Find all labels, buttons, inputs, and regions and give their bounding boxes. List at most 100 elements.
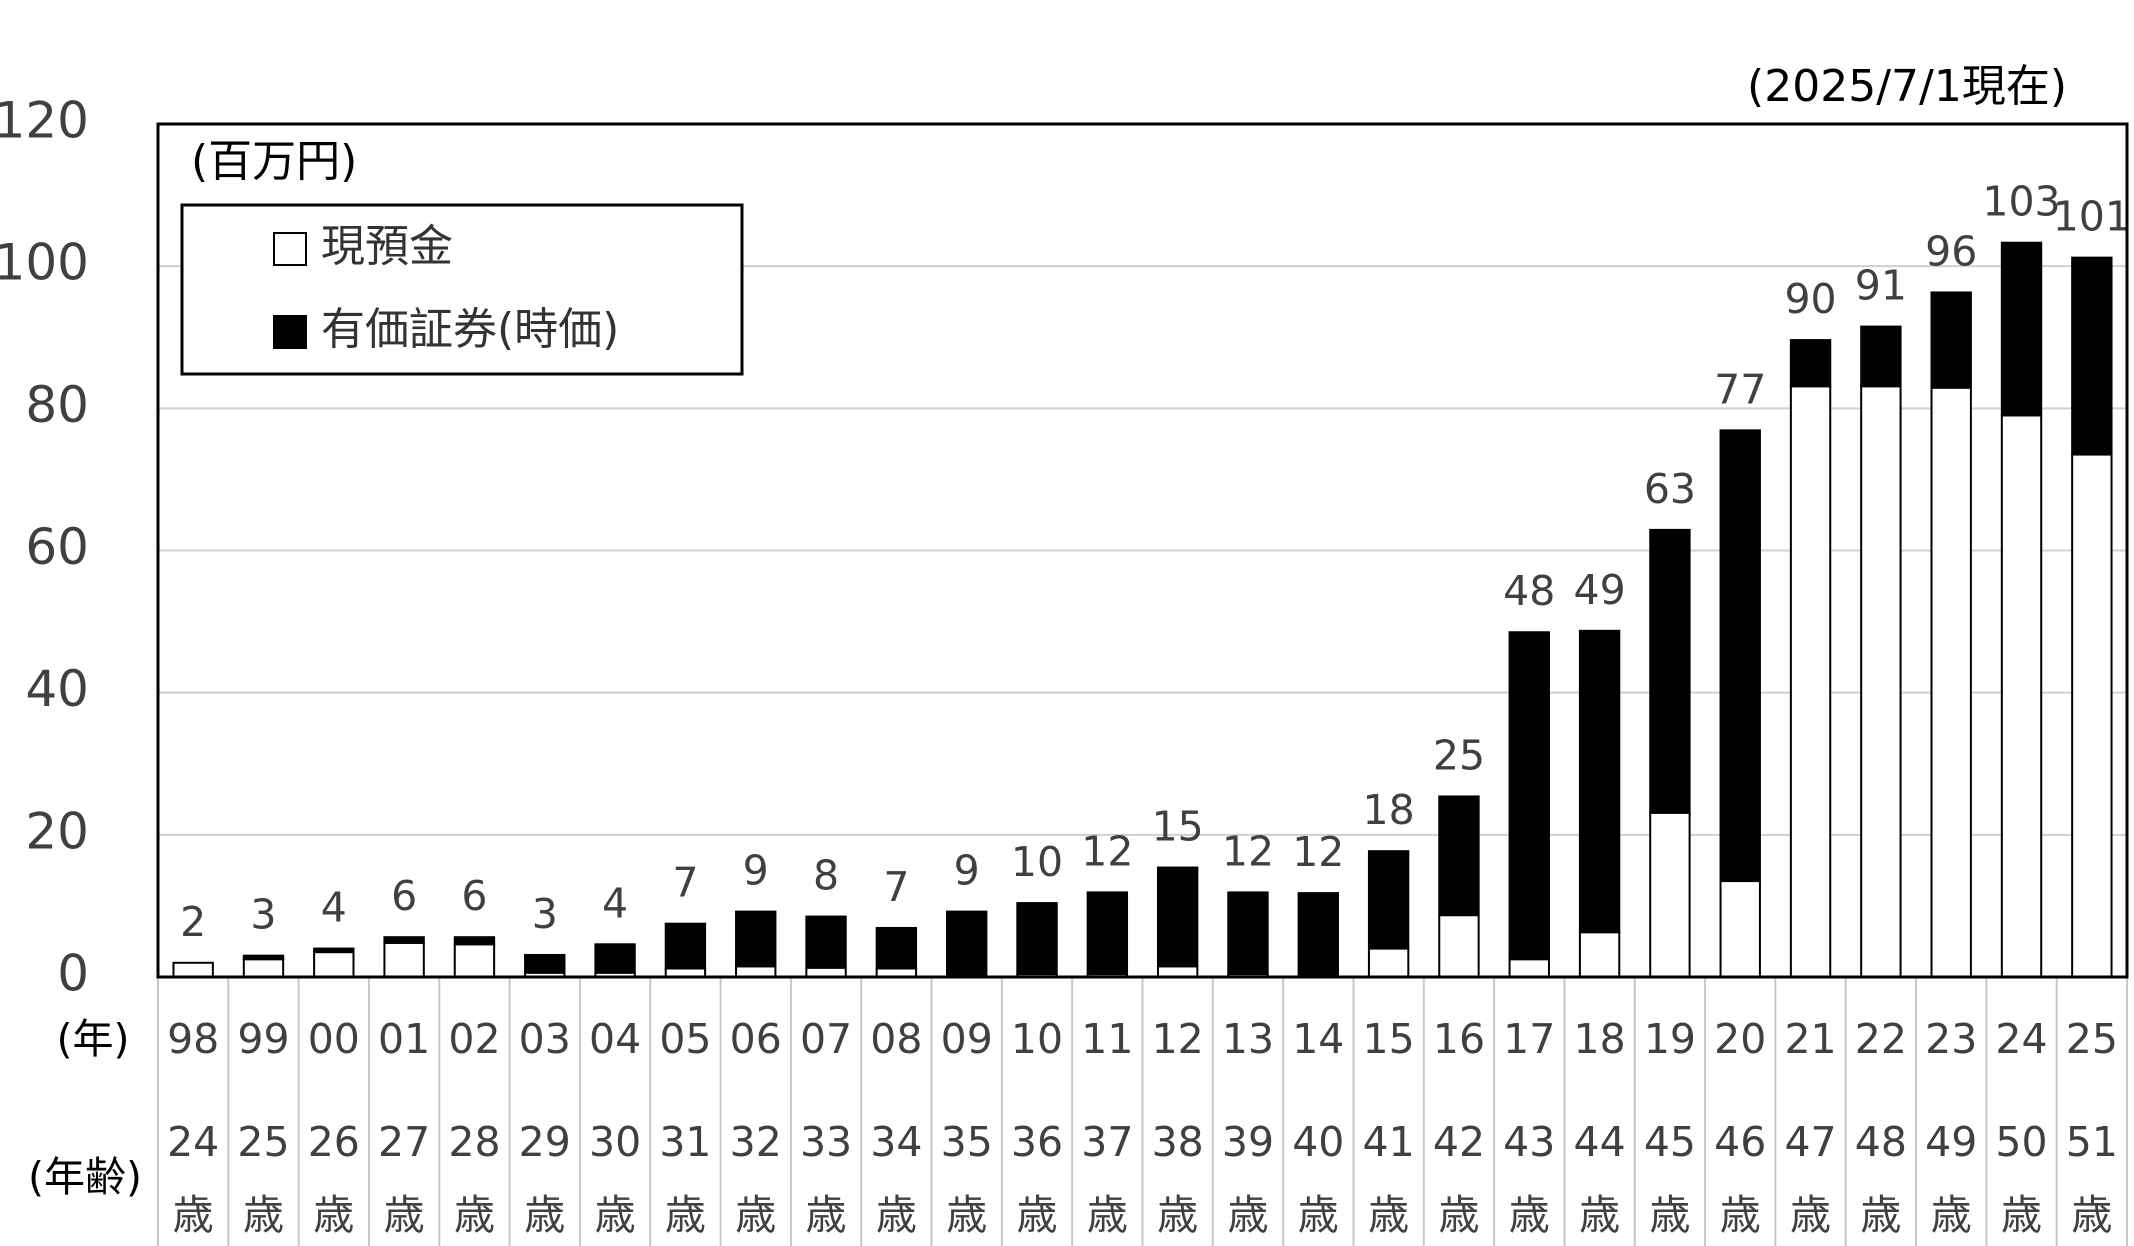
bar-segment <box>172 961 214 978</box>
bar-segment <box>1016 902 1058 976</box>
y-tick-label: 120 <box>0 92 89 150</box>
x-tick-label: 07 <box>800 1015 852 1063</box>
age-suffix: 歳 <box>1579 1191 1620 1239</box>
y-tick-label: 40 <box>25 660 89 718</box>
plot-frame <box>156 122 2129 979</box>
x-tick-label: 04 <box>589 1015 641 1063</box>
age-label: 51 <box>2066 1118 2118 1166</box>
x-tick-label: 13 <box>1222 1015 1274 1063</box>
age-label: 35 <box>941 1118 993 1166</box>
bar-segment <box>1367 947 1410 978</box>
bar-segment <box>313 951 355 979</box>
bar-segment <box>735 965 777 979</box>
data-label: 90 <box>1784 275 1836 323</box>
age-suffix: 歳 <box>524 1191 565 1239</box>
bar-segment <box>735 910 777 968</box>
age-label: 26 <box>308 1118 360 1166</box>
bar-segment <box>2071 453 2113 979</box>
bar-segment <box>1438 914 1480 978</box>
bar-segment <box>1578 931 1621 979</box>
legend-label: 有価証券(時価) <box>321 304 619 355</box>
bar-segment <box>946 910 988 977</box>
age-suffix: 歳 <box>1649 1191 1690 1239</box>
bar-segment <box>1086 891 1129 976</box>
age-suffix: 歳 <box>384 1191 425 1239</box>
bar-segment <box>875 926 918 970</box>
age-suffix: 歳 <box>2071 1191 2112 1239</box>
age-label: 36 <box>1011 1118 1063 1166</box>
year-row-label: (年) <box>57 1015 130 1063</box>
data-label: 96 <box>1925 227 1977 275</box>
bar-segment <box>1297 892 1339 978</box>
x-tick-label: 20 <box>1714 1015 1766 1063</box>
data-label: 12 <box>1081 827 1133 875</box>
data-label: 12 <box>1222 827 1274 875</box>
bar-segment <box>1508 958 1550 979</box>
age-label: 33 <box>800 1118 852 1166</box>
x-tick-label: 06 <box>730 1015 782 1063</box>
bar-segment <box>1156 866 1199 968</box>
age-label: 47 <box>1784 1118 1836 1166</box>
data-label: 6 <box>391 872 417 920</box>
x-tick-label: 02 <box>448 1015 500 1063</box>
age-label: 45 <box>1644 1118 1696 1166</box>
x-tick-label: 21 <box>1784 1015 1836 1063</box>
data-label: 2 <box>180 898 206 946</box>
x-tick-label: 99 <box>237 1015 289 1063</box>
data-label: 7 <box>672 859 698 907</box>
age-suffix: 歳 <box>1087 1191 1128 1239</box>
y-tick-label: 0 <box>57 945 89 1003</box>
age-label: 27 <box>378 1118 430 1166</box>
bar-segment <box>383 941 425 979</box>
age-suffix: 歳 <box>595 1191 636 1239</box>
bar-segment <box>1156 965 1199 979</box>
bar-segment <box>1930 291 1972 389</box>
bar-segment <box>313 947 355 954</box>
data-label: 49 <box>1574 566 1626 614</box>
x-tick-label: 10 <box>1011 1015 1063 1063</box>
age-label: 37 <box>1081 1118 1133 1166</box>
data-label: 10 <box>1011 838 1063 886</box>
bar-segment <box>1789 385 1832 978</box>
x-tick-label: 08 <box>870 1015 922 1063</box>
date-note: (2025/7/1現在) <box>1747 61 2067 112</box>
bar-segment <box>1578 629 1621 934</box>
age-suffix: 歳 <box>946 1191 987 1239</box>
unit-label: (百万円) <box>191 136 357 187</box>
data-label: 4 <box>602 879 628 927</box>
bar-segment <box>1719 880 1761 978</box>
bar-segment <box>664 922 707 970</box>
x-tick-label: 25 <box>2066 1015 2118 1063</box>
age-label: 48 <box>1855 1118 1907 1166</box>
legend-swatch <box>273 232 307 266</box>
age-suffix: 歳 <box>665 1191 706 1239</box>
data-label: 9 <box>954 847 980 895</box>
bar-segment <box>1719 429 1761 883</box>
age-suffix: 歳 <box>1931 1191 1972 1239</box>
bar-segment <box>383 936 425 944</box>
age-label: 42 <box>1433 1118 1485 1166</box>
y-tick-label: 20 <box>25 802 89 860</box>
bar-segment <box>453 943 496 979</box>
bar-segment <box>1367 850 1410 950</box>
x-tick-label: 01 <box>378 1015 430 1063</box>
age-suffix: 歳 <box>2001 1191 2042 1239</box>
age-suffix: 歳 <box>1790 1191 1831 1239</box>
x-tick-label: 18 <box>1574 1015 1626 1063</box>
data-label: 6 <box>461 872 487 920</box>
y-tick-label: 100 <box>0 234 89 292</box>
x-tick-label: 11 <box>1081 1015 1133 1063</box>
x-tick-label: 22 <box>1855 1015 1907 1063</box>
x-tick-label: 16 <box>1433 1015 1485 1063</box>
bar-segment <box>2000 414 2043 979</box>
age-suffix: 歳 <box>1298 1191 1339 1239</box>
age-suffix: 歳 <box>1368 1191 1409 1239</box>
age-label: 40 <box>1292 1118 1344 1166</box>
age-suffix: 歳 <box>313 1191 354 1239</box>
data-label: 18 <box>1363 786 1415 834</box>
age-label: 43 <box>1503 1118 1555 1166</box>
bar-segment <box>1649 528 1691 814</box>
x-tick-label: 19 <box>1644 1015 1696 1063</box>
x-tick-label: 15 <box>1363 1015 1415 1063</box>
